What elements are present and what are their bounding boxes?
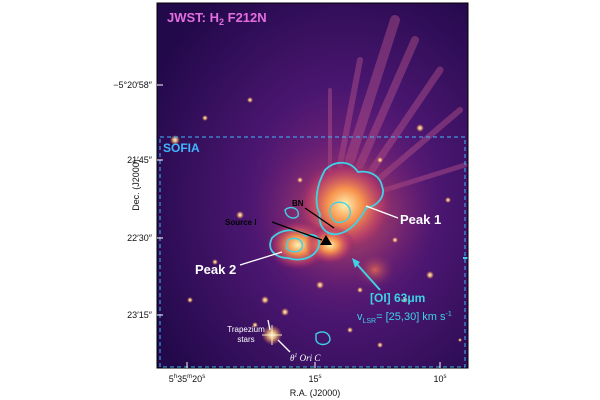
peak1-label: Peak 1 — [400, 212, 441, 227]
peak2-label: Peak 2 — [195, 262, 236, 277]
x-tick-label-1: 15s — [308, 374, 321, 384]
oi-line-label: [OI] 63μm — [370, 291, 425, 305]
peak2-arrow — [239, 251, 283, 266]
x-tick-label-0: 5h35m20s — [169, 374, 205, 384]
vlsr-label: vLSR= [25,30] km s-1 — [357, 311, 452, 325]
trapezium-star-spikes — [262, 325, 282, 345]
contour-bn-loop — [284, 206, 299, 219]
core-emission-south — [355, 252, 395, 288]
peak1-arrow — [365, 205, 399, 219]
trapezium-arrow — [267, 319, 271, 331]
y-tick-label-2: 22′30″ — [127, 233, 153, 243]
sofia-label: SOFIA — [163, 141, 200, 155]
x-axis-title: R.A. (J2000) — [290, 388, 341, 398]
theta-ori-c-label: θ1 Ori C — [290, 353, 321, 363]
contour-peak1 — [315, 161, 384, 236]
x-tick-marks — [186, 362, 441, 368]
nebula-image: JWST: H2 F212N SOFIA BN Source I Peak 1 … — [157, 3, 468, 368]
bn-label: BN — [292, 199, 304, 208]
y-tick-label-0: −5°20′58″ — [113, 80, 153, 90]
oi-arrow — [352, 258, 381, 291]
source-i-marker — [320, 235, 332, 245]
stars — [170, 97, 462, 348]
x-tick-label-2: 10s — [433, 374, 446, 384]
contour-peak2-inner — [285, 237, 303, 253]
image-frame — [156, 2, 469, 369]
bn-arrow — [304, 207, 335, 229]
contour-south-blob — [315, 331, 331, 346]
sofia-region-box — [159, 136, 466, 368]
y-tick-marks — [157, 84, 163, 316]
trapezium-label-line1: Trapezium — [227, 325, 265, 334]
panel-title: JWST: H2 F212N — [167, 10, 267, 27]
theta-arrow — [277, 339, 291, 353]
source-i-arrow — [271, 221, 323, 241]
trapezium-label-line2: stars — [237, 335, 254, 344]
source-i-label: Source I — [225, 218, 257, 227]
y-axis-title: Dec. (J2000) — [131, 159, 141, 211]
y-tick-label-1: 21′45″ — [127, 155, 153, 165]
annotation-arrows — [239, 205, 399, 353]
y-tick-label-3: 23′15″ — [127, 310, 153, 320]
contour-peak1-inner — [329, 201, 351, 224]
